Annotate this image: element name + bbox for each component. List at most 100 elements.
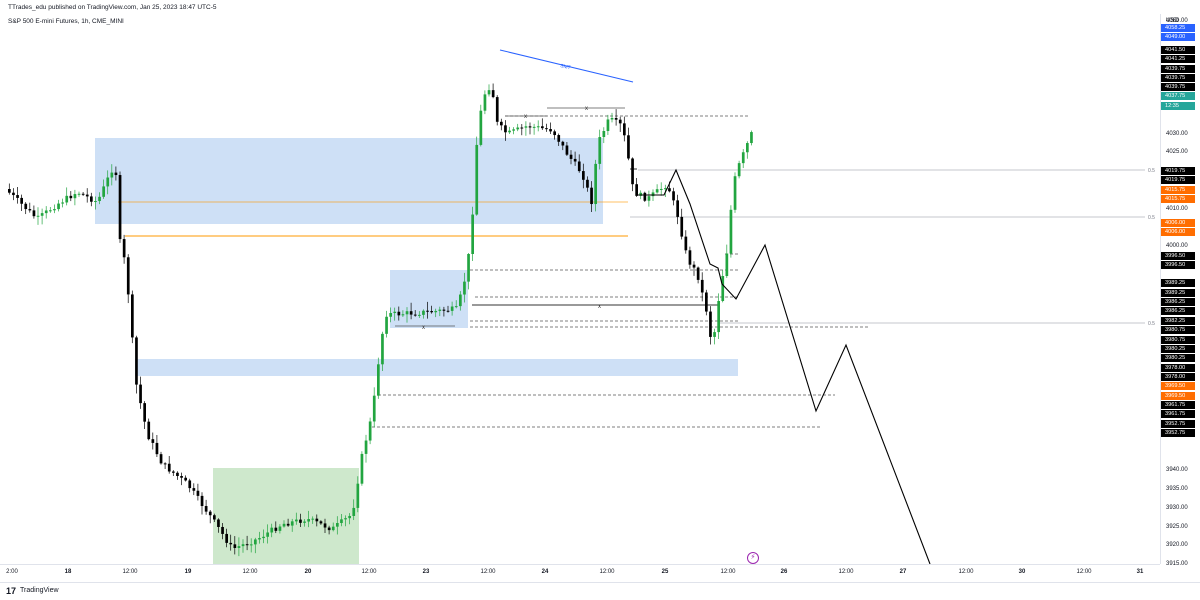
candle-body bbox=[750, 132, 753, 144]
candle-body bbox=[360, 453, 364, 484]
candle-body bbox=[692, 264, 696, 268]
candle-body bbox=[700, 279, 704, 293]
price-tag: 3996.50 bbox=[1161, 252, 1195, 261]
candle-body bbox=[213, 515, 216, 520]
candle-body bbox=[377, 364, 380, 396]
candle-body bbox=[381, 333, 384, 365]
symbol-title: S&P 500 E-mini Futures, 1h, CME_MINI bbox=[8, 18, 124, 25]
projection-path bbox=[636, 168, 931, 564]
candle-body bbox=[65, 195, 69, 203]
fair-value-gap-zone bbox=[135, 359, 738, 376]
candle-body bbox=[163, 463, 167, 465]
candle-body bbox=[741, 152, 745, 164]
candle-body bbox=[405, 311, 409, 315]
candle-body bbox=[713, 332, 716, 337]
candle-body bbox=[586, 179, 589, 188]
candle-body bbox=[229, 542, 233, 545]
candle-body bbox=[204, 506, 208, 512]
candle-body bbox=[336, 523, 339, 527]
candle-body bbox=[520, 127, 524, 129]
price-tick-label: 4030.00 bbox=[1166, 130, 1188, 137]
candle-body bbox=[676, 200, 679, 217]
candle-body bbox=[401, 314, 405, 316]
candle-body bbox=[438, 309, 442, 311]
price-axis[interactable] bbox=[1160, 14, 1200, 564]
candle-body bbox=[262, 536, 265, 539]
candle-body bbox=[590, 187, 593, 205]
price-tag: 4039.75 bbox=[1161, 82, 1195, 91]
discount-zone bbox=[213, 468, 359, 564]
candle-body bbox=[217, 519, 220, 527]
candle-body bbox=[135, 337, 138, 385]
price-tag: 3978.00 bbox=[1161, 372, 1195, 381]
candle-body bbox=[598, 137, 602, 164]
candle-body bbox=[126, 257, 130, 295]
time-axis[interactable]: 2:00 18 12:00 19 12:00 20 12:00 23 12:00 24 12:00 2… bbox=[0, 564, 1160, 583]
candle-body bbox=[705, 292, 708, 312]
price-tag: 3952.75 bbox=[1161, 429, 1195, 438]
candle-body bbox=[397, 311, 401, 316]
candle-body bbox=[69, 195, 73, 199]
price-tag: 3980.75 bbox=[1161, 335, 1195, 344]
candle-body bbox=[299, 519, 302, 523]
candle-body bbox=[28, 209, 32, 211]
candle-body bbox=[631, 158, 634, 185]
price-tag: 3989.25 bbox=[1161, 288, 1195, 297]
candle-body bbox=[606, 119, 610, 131]
candle-body bbox=[672, 191, 675, 201]
price-tag: 4058.25 bbox=[1161, 24, 1195, 33]
candle-body bbox=[176, 472, 179, 477]
price-tag: 4039.75 bbox=[1161, 64, 1195, 73]
time-tick-label: 12:00 bbox=[480, 569, 496, 575]
candle-body bbox=[266, 532, 269, 537]
x-mark-label: x bbox=[524, 114, 527, 120]
candle-body bbox=[249, 544, 253, 546]
flash-icon[interactable]: ⚡ bbox=[747, 552, 759, 564]
price-chart[interactable]: 0.5 0.5 0.5 x x x x SMT bbox=[0, 14, 1160, 564]
candle-body bbox=[680, 216, 684, 237]
price-tag: 4049.00 bbox=[1161, 33, 1195, 42]
candle-body bbox=[151, 439, 155, 443]
price-tag: 4015.75 bbox=[1161, 195, 1195, 204]
zones-layer bbox=[95, 138, 738, 564]
candle-body bbox=[426, 310, 429, 312]
candle-body bbox=[446, 310, 450, 312]
candle-body bbox=[323, 523, 327, 528]
price-tick-label: 3935.00 bbox=[1166, 486, 1188, 493]
candle-body bbox=[610, 117, 614, 120]
time-tick-label: 19 bbox=[184, 569, 192, 575]
candle-body bbox=[623, 123, 626, 136]
candle-body bbox=[44, 210, 48, 214]
price-tag: 4041.25 bbox=[1161, 55, 1195, 64]
candle-body bbox=[418, 314, 421, 316]
consolidation-zone bbox=[390, 270, 468, 328]
price-tag: 4006.00 bbox=[1161, 228, 1195, 237]
brand-label: TradingView bbox=[20, 587, 59, 594]
candle-body bbox=[618, 119, 622, 124]
candle-body bbox=[541, 126, 544, 129]
candle-body bbox=[364, 440, 368, 454]
candle-body bbox=[155, 442, 159, 455]
time-tick-label: 12:00 bbox=[242, 569, 258, 575]
candle-body bbox=[40, 213, 44, 216]
candle-body bbox=[311, 518, 315, 520]
candle-body bbox=[528, 126, 532, 128]
candle-body bbox=[454, 306, 458, 308]
candle-body bbox=[77, 193, 81, 195]
time-tick-label: 12:00 bbox=[599, 569, 615, 575]
price-tick-label: 3940.00 bbox=[1166, 467, 1188, 474]
price-tick-label: 4010.00 bbox=[1166, 205, 1188, 212]
candle-body bbox=[233, 544, 237, 548]
price-tick-label: 3925.00 bbox=[1166, 523, 1188, 530]
candle-body bbox=[237, 546, 241, 548]
candle-body bbox=[20, 197, 23, 204]
candle-body bbox=[536, 126, 540, 128]
price-tag: 3969.50 bbox=[1161, 382, 1195, 391]
candle-body bbox=[131, 294, 134, 338]
price-tick-label: 3915.00 bbox=[1166, 561, 1188, 567]
time-tick-label: 23 bbox=[422, 569, 430, 575]
candle-body bbox=[208, 511, 212, 516]
candle-body bbox=[327, 527, 331, 531]
candle-body bbox=[348, 515, 351, 519]
candle-body bbox=[639, 192, 643, 196]
